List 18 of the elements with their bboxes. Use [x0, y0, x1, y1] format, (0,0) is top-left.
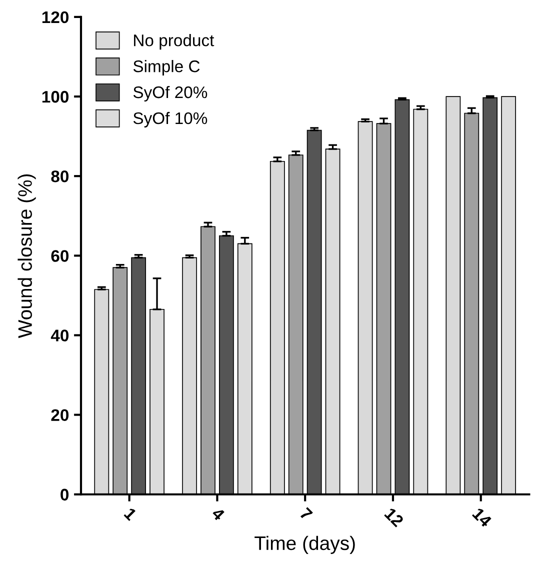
legend-label: No product [134, 34, 214, 50]
x-axis-title: Time (days) [254, 536, 355, 554]
x-tick-label: 12 [384, 507, 404, 528]
y-tick-label: 0 [60, 488, 69, 501]
y-axis-title: Wound closure (%) [18, 174, 36, 338]
x-tick-label: 4 [211, 506, 226, 522]
x-tick-label: 1 [124, 507, 138, 521]
legend-label: SyOf 10% [133, 112, 208, 128]
legend-label: SyOf 20% [133, 86, 208, 102]
x-tick-label: 7 [299, 507, 313, 521]
y-tick-label: 120 [42, 11, 69, 24]
y-tick-label: 80 [51, 170, 69, 182]
y-tick-label: 40 [50, 330, 69, 342]
y-tick-label: 60 [51, 250, 69, 262]
y-tick-label: 20 [51, 409, 69, 422]
x-tick-label: 14 [472, 507, 492, 528]
y-tick-label: 100 [42, 90, 69, 103]
legend-label: Simple C [133, 60, 200, 76]
